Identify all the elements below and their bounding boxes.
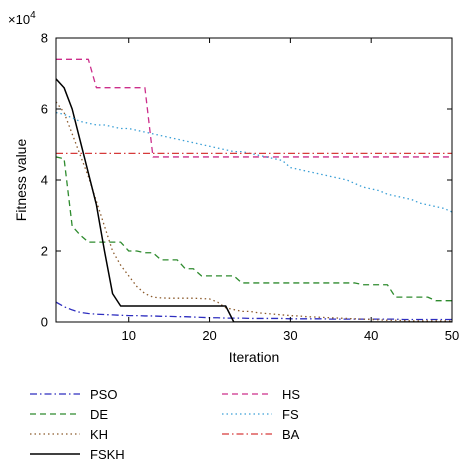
legend-label-hs: HS [282, 387, 300, 402]
legend: PSO DE KH FSKH HS FS BA [30, 387, 300, 462]
plot-frame [55, 37, 453, 323]
y-tick-label: 8 [41, 31, 48, 46]
legend-label-fskh: FSKH [90, 447, 125, 462]
y-multiplier: ×104 [8, 10, 36, 27]
series-line-kh [56, 101, 452, 322]
series-line-fskh [56, 78, 452, 322]
x-tick-label: 10 [122, 328, 136, 343]
legend-label-kh: KH [90, 427, 108, 442]
y-tick-label: 2 [41, 244, 48, 259]
series-line-hs [56, 58, 452, 158]
x-axis-label: Iteration [229, 349, 280, 365]
y-tick-label: 4 [41, 173, 48, 188]
x-tick-label: 20 [202, 328, 216, 343]
series-line-pso [56, 301, 452, 321]
legend-label-de: DE [90, 407, 108, 422]
legend-label-ba: BA [282, 427, 300, 442]
series-line-de [56, 156, 452, 302]
series-line-fs [56, 111, 452, 213]
ticks-layer: 10 20 30 40 50 0 2 4 6 8 [41, 31, 459, 344]
legend-label-fs: FS [282, 407, 299, 422]
x-tick-label: 50 [445, 328, 459, 343]
x-tick-label: 40 [364, 328, 378, 343]
y-tick-label: 6 [41, 102, 48, 117]
y-tick-label: 0 [41, 315, 48, 330]
legend-label-pso: PSO [90, 387, 117, 402]
x-tick-label: 30 [283, 328, 297, 343]
y-axis-label: Fitness value [13, 139, 29, 222]
series-layer [56, 58, 452, 322]
